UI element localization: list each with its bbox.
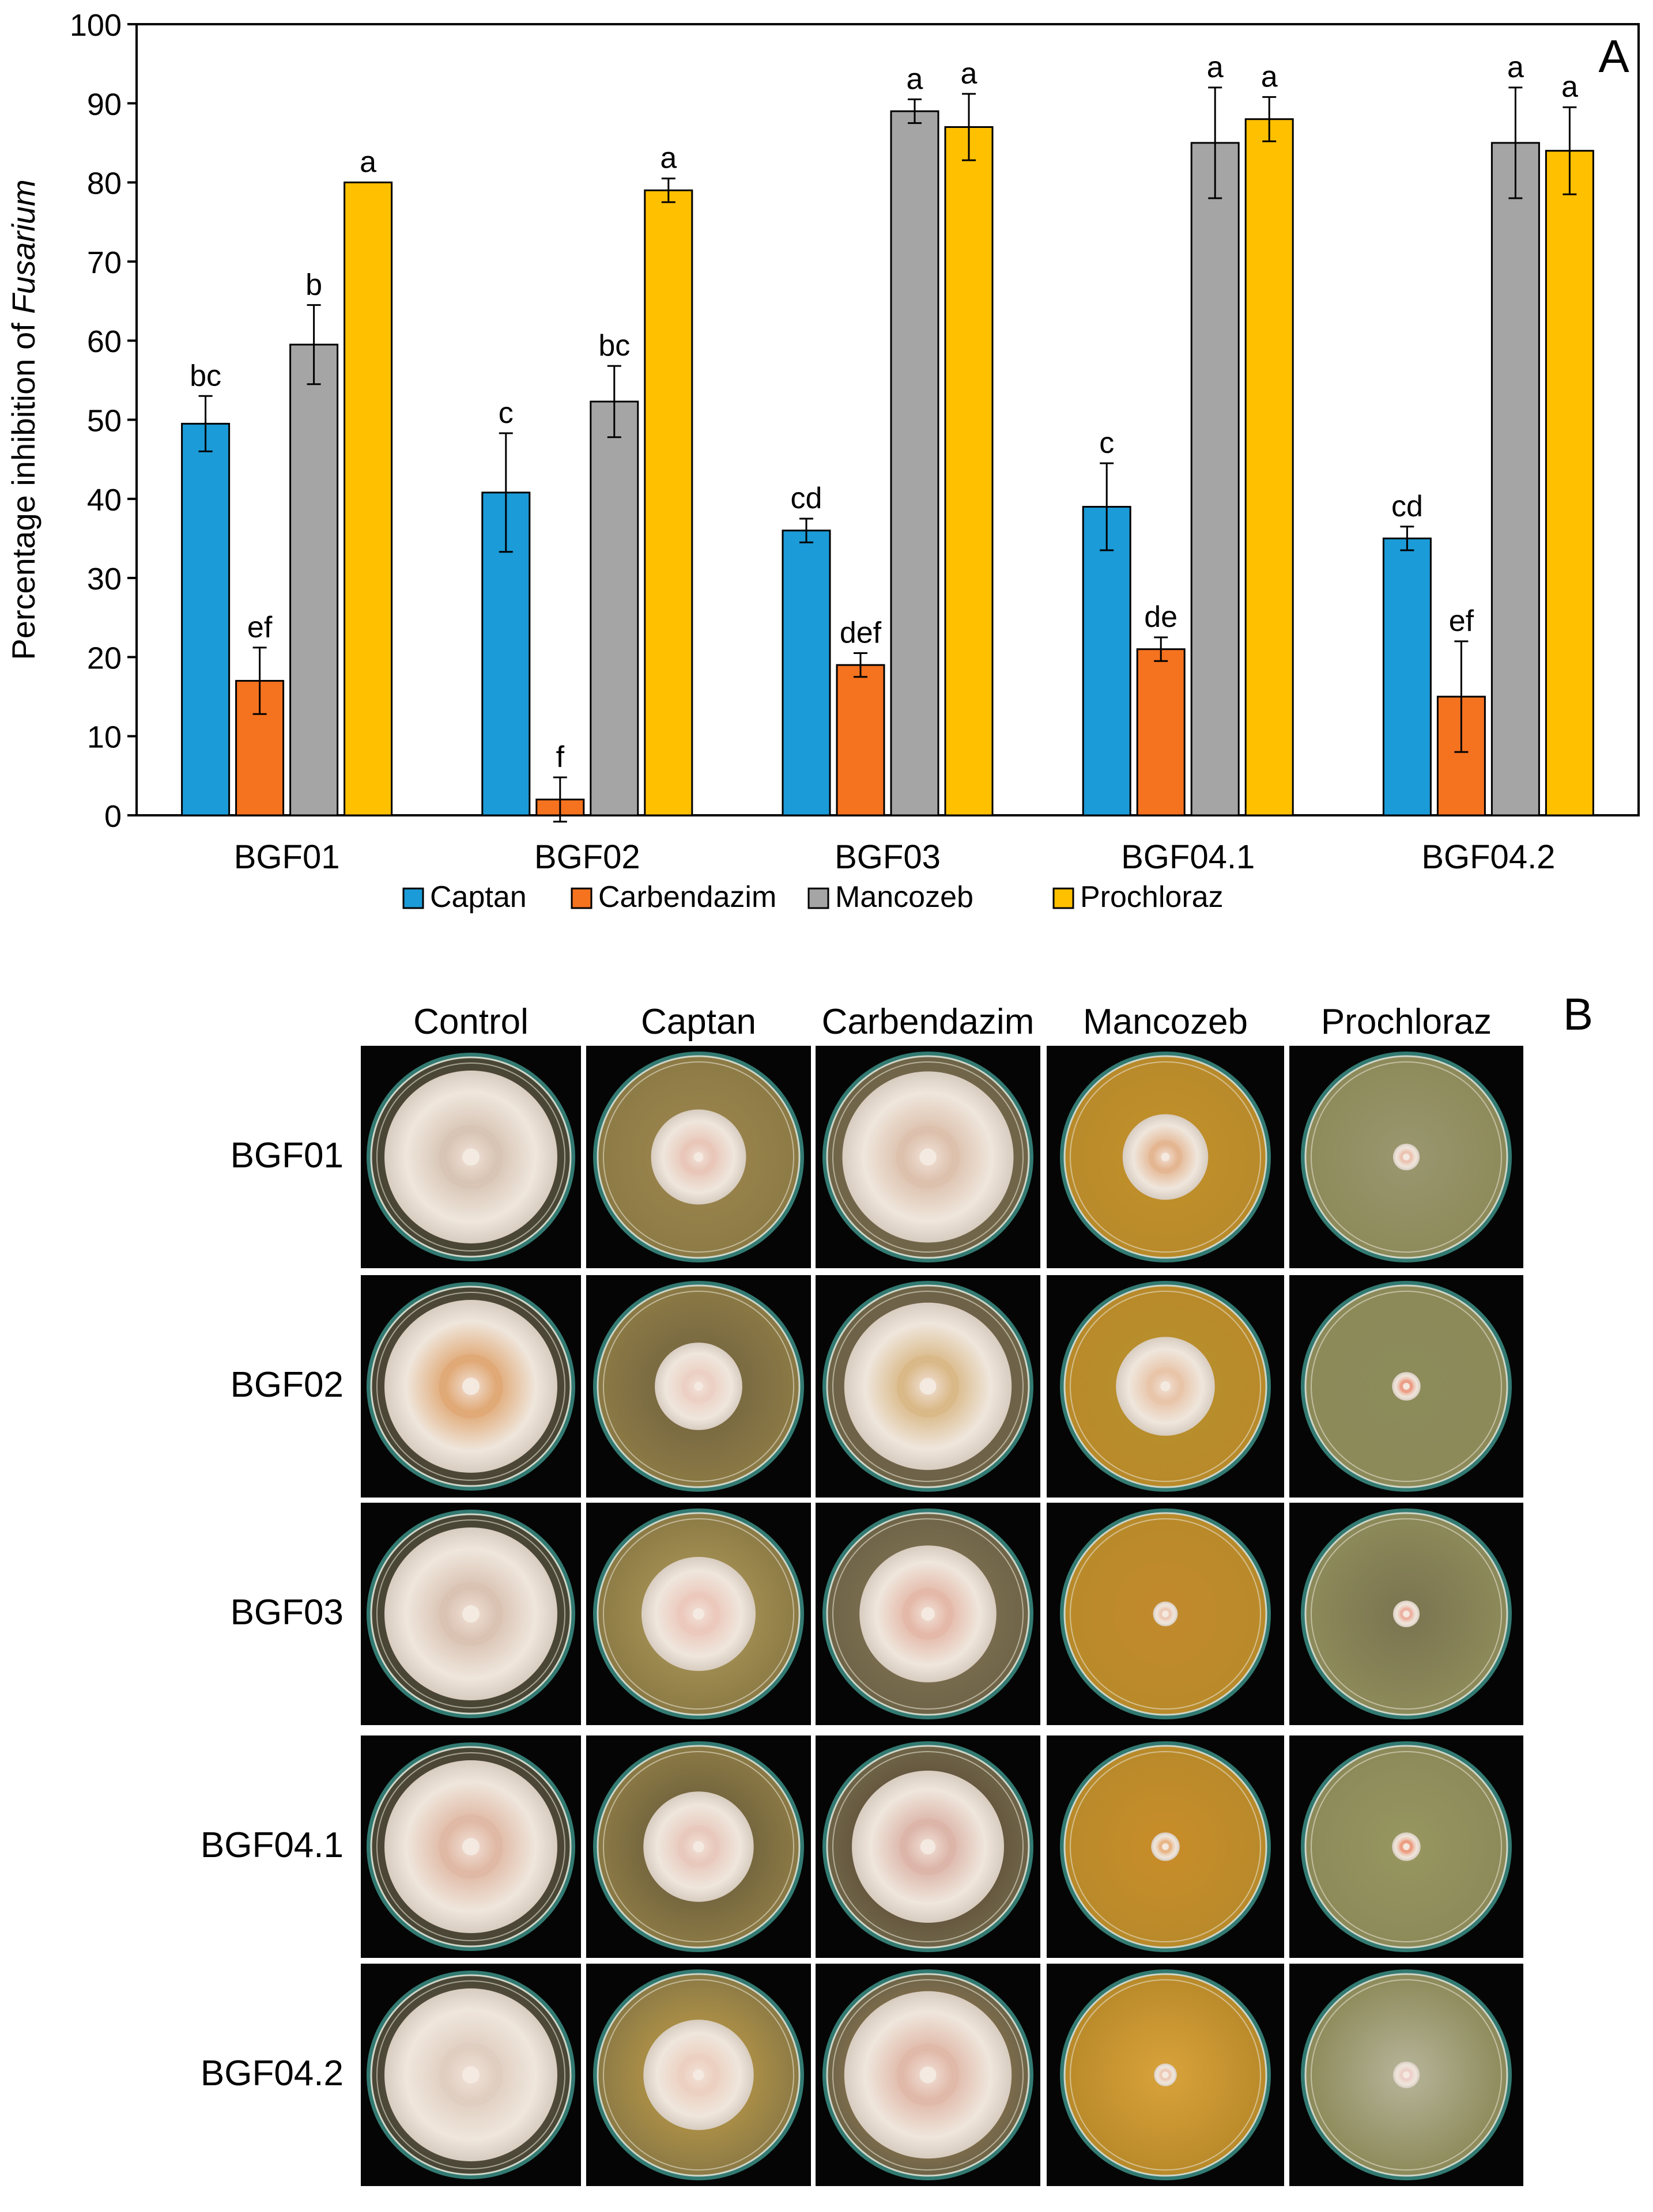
significance-letter: a bbox=[1261, 60, 1278, 93]
significance-letter: f bbox=[556, 740, 565, 774]
column-header-control: Control bbox=[413, 1002, 529, 1042]
legend-entry: Carbendazim bbox=[598, 880, 776, 914]
column-header-captan: Captan bbox=[641, 1002, 756, 1042]
bar-mancozeb-bgf04.1 bbox=[1190, 142, 1240, 816]
row-header-bgf04.1: BGF04.1 bbox=[200, 1825, 344, 1865]
bar-captan-bgf03 bbox=[782, 530, 831, 816]
petri-dish-bgf04.2-control bbox=[361, 1964, 581, 2186]
bar-prochloraz-bgf04.1 bbox=[1244, 118, 1294, 816]
bar-prochloraz-bgf03 bbox=[944, 126, 994, 816]
y-tick-label: 70 bbox=[87, 245, 122, 280]
y-axis-label: Percentage inhibition of Fusarium bbox=[5, 179, 41, 660]
panel-b-label: B bbox=[1563, 989, 1594, 1039]
y-tick-label: 40 bbox=[87, 483, 122, 517]
legend-swatch bbox=[1052, 887, 1074, 909]
petri-dish-bgf03-captan bbox=[586, 1503, 811, 1725]
y-tick-label: 100 bbox=[70, 8, 122, 43]
petri-dish-bgf03-prochloraz bbox=[1289, 1503, 1523, 1725]
significance-letter: a bbox=[1207, 51, 1224, 84]
row-header-bgf01: BGF01 bbox=[230, 1136, 344, 1175]
petri-dish-bgf01-carbendazim bbox=[816, 1046, 1040, 1268]
legend-swatch bbox=[402, 887, 424, 909]
petri-dish-bgf03-control bbox=[361, 1503, 581, 1725]
bar-mancozeb-bgf04.2 bbox=[1490, 142, 1540, 816]
petri-dish-bgf03-mancozeb bbox=[1047, 1503, 1284, 1725]
bar-captan-bgf04.2 bbox=[1382, 537, 1432, 816]
petri-dish-bgf04.2-prochloraz bbox=[1289, 1964, 1523, 2186]
significance-letter: a bbox=[907, 62, 923, 96]
legend-swatch bbox=[807, 887, 829, 909]
significance-letter: cd bbox=[791, 482, 822, 515]
significance-letter: de bbox=[1144, 600, 1178, 634]
petri-dish-bgf03-carbendazim bbox=[816, 1503, 1040, 1725]
bar-prochloraz-bgf01 bbox=[344, 182, 393, 816]
significance-letter: def bbox=[840, 617, 882, 650]
legend-swatch bbox=[571, 887, 592, 909]
panel-a-label: A bbox=[1598, 31, 1629, 82]
significance-letter: a bbox=[961, 57, 978, 90]
significance-letter: c bbox=[499, 396, 514, 430]
petri-dish-bgf01-mancozeb bbox=[1047, 1046, 1284, 1268]
category-label: BGF02 bbox=[534, 838, 640, 876]
petri-dish-bgf02-prochloraz bbox=[1289, 1275, 1523, 1498]
significance-letter: a bbox=[660, 142, 677, 175]
row-header-bgf04.2: BGF04.2 bbox=[200, 2054, 344, 2093]
bar-captan-bgf04.1 bbox=[1082, 506, 1131, 816]
column-header-mancozeb: Mancozeb bbox=[1082, 1002, 1248, 1042]
significance-letter: c bbox=[1099, 426, 1114, 460]
bar-carbendazim-bgf04.1 bbox=[1136, 648, 1186, 816]
significance-letter: b bbox=[305, 268, 322, 301]
row-header-bgf03: BGF03 bbox=[230, 1593, 344, 1632]
row-header-bgf02: BGF02 bbox=[230, 1365, 344, 1405]
bar-prochloraz-bgf04.2 bbox=[1545, 150, 1594, 816]
significance-letter: ef bbox=[247, 611, 273, 644]
bar-prochloraz-bgf02 bbox=[644, 189, 693, 816]
y-tick-label: 90 bbox=[87, 87, 122, 122]
petri-dish-bgf02-carbendazim bbox=[816, 1275, 1040, 1498]
y-tick-label: 20 bbox=[87, 641, 122, 675]
legend-entry: Prochloraz bbox=[1080, 880, 1224, 914]
category-label: BGF03 bbox=[835, 838, 941, 876]
bar-carbendazim-bgf03 bbox=[836, 664, 885, 816]
petri-dish-bgf04.2-carbendazim bbox=[816, 1964, 1040, 2186]
bar-mancozeb-bgf02 bbox=[590, 400, 639, 816]
bar-mancozeb-bgf01 bbox=[289, 343, 339, 816]
y-tick-label: 50 bbox=[87, 404, 122, 438]
petri-dish-bgf02-control bbox=[361, 1275, 581, 1498]
category-label: BGF04.2 bbox=[1421, 838, 1555, 876]
petri-dish-bgf02-mancozeb bbox=[1047, 1275, 1284, 1498]
petri-dish-bgf02-captan bbox=[586, 1275, 811, 1498]
petri-dish-bgf04.1-mancozeb bbox=[1047, 1735, 1284, 1958]
significance-letter: ef bbox=[1449, 604, 1474, 638]
column-header-prochloraz: Prochloraz bbox=[1320, 1002, 1492, 1042]
petri-dish-bgf04.1-captan bbox=[586, 1735, 811, 1958]
petri-dish-bgf01-prochloraz bbox=[1289, 1046, 1523, 1268]
legend-entry: Mancozeb bbox=[835, 880, 973, 914]
column-header-carbendazim: Carbendazim bbox=[821, 1002, 1035, 1042]
significance-letter: a bbox=[360, 146, 376, 179]
y-tick-label: 80 bbox=[87, 167, 122, 201]
significance-letter: a bbox=[1561, 70, 1578, 104]
petri-dish-bgf04.1-control bbox=[361, 1735, 581, 1958]
y-tick-label: 10 bbox=[87, 720, 122, 755]
significance-letter: bc bbox=[190, 359, 221, 392]
y-tick-label: 30 bbox=[87, 562, 122, 596]
significance-letter: a bbox=[1507, 51, 1524, 84]
petri-dish-bgf04.2-mancozeb bbox=[1047, 1964, 1284, 2186]
bar-captan-bgf01 bbox=[181, 422, 231, 816]
y-tick-label: 60 bbox=[87, 324, 122, 359]
petri-dish-bgf04.2-captan bbox=[586, 1964, 811, 2186]
bar-chart: 0 10 20 30 40 50 60 70 80 90 100 Percentage inhibit… bbox=[5, 8, 1640, 914]
petri-dish-bgf04.1-prochloraz bbox=[1289, 1735, 1523, 1958]
significance-letter: bc bbox=[598, 329, 630, 362]
petri-dish-bgf01-captan bbox=[586, 1046, 811, 1268]
category-label: BGF04.1 bbox=[1121, 838, 1255, 876]
category-label: BGF01 bbox=[234, 838, 340, 876]
petri-dish-bgf04.1-carbendazim bbox=[816, 1735, 1040, 1958]
petri-dish-bgf01-control bbox=[361, 1046, 581, 1268]
legend-entry: Captan bbox=[430, 880, 527, 914]
bar-mancozeb-bgf03 bbox=[890, 110, 939, 816]
y-tick-label: 0 bbox=[104, 799, 122, 834]
significance-letter: cd bbox=[1391, 490, 1423, 523]
